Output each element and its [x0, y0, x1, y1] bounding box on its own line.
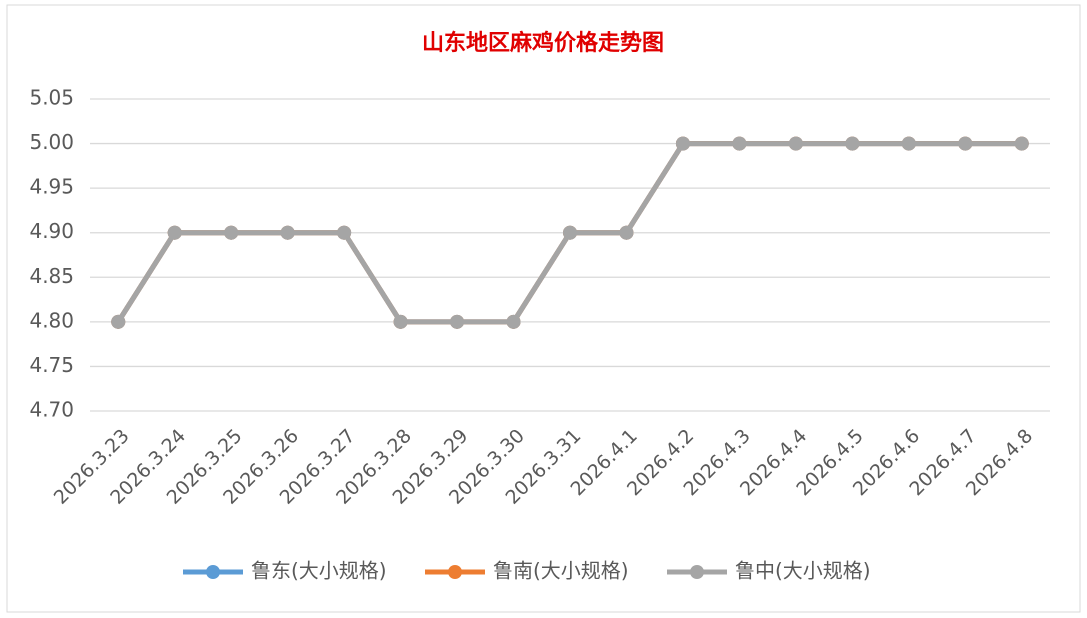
y-tick-label: 4.75	[29, 353, 74, 377]
point	[167, 225, 182, 240]
y-tick-label: 4.90	[29, 219, 74, 243]
legend-label: 鲁中(大小规格)	[735, 559, 871, 583]
y-tick-label: 5.05	[29, 86, 74, 110]
y-tick-label: 4.95	[29, 175, 74, 199]
point	[901, 136, 916, 151]
chart-title: 山东地区麻鸡价格走势图	[422, 30, 664, 56]
point	[111, 314, 126, 329]
point	[845, 136, 860, 151]
legend-label: 鲁东(大小规格)	[251, 559, 387, 583]
point	[280, 225, 295, 240]
point	[450, 314, 465, 329]
point	[563, 225, 577, 240]
point	[732, 136, 747, 151]
point	[675, 136, 690, 151]
legend-label: 鲁南(大小规格)	[493, 559, 629, 583]
legend-marker	[690, 565, 704, 579]
point	[1014, 136, 1029, 151]
y-tick-label: 4.70	[29, 398, 74, 422]
y-tick-label: 5.00	[29, 130, 74, 154]
point	[506, 314, 521, 329]
point	[788, 136, 803, 151]
point	[224, 225, 239, 240]
chart-border	[6, 4, 1081, 613]
legend-marker	[206, 565, 220, 579]
legend-marker	[448, 565, 462, 579]
point	[619, 225, 634, 240]
point	[337, 225, 352, 240]
point	[393, 314, 408, 329]
y-tick-label: 4.80	[29, 308, 74, 332]
point	[958, 136, 973, 151]
y-tick-label: 4.85	[29, 264, 74, 288]
